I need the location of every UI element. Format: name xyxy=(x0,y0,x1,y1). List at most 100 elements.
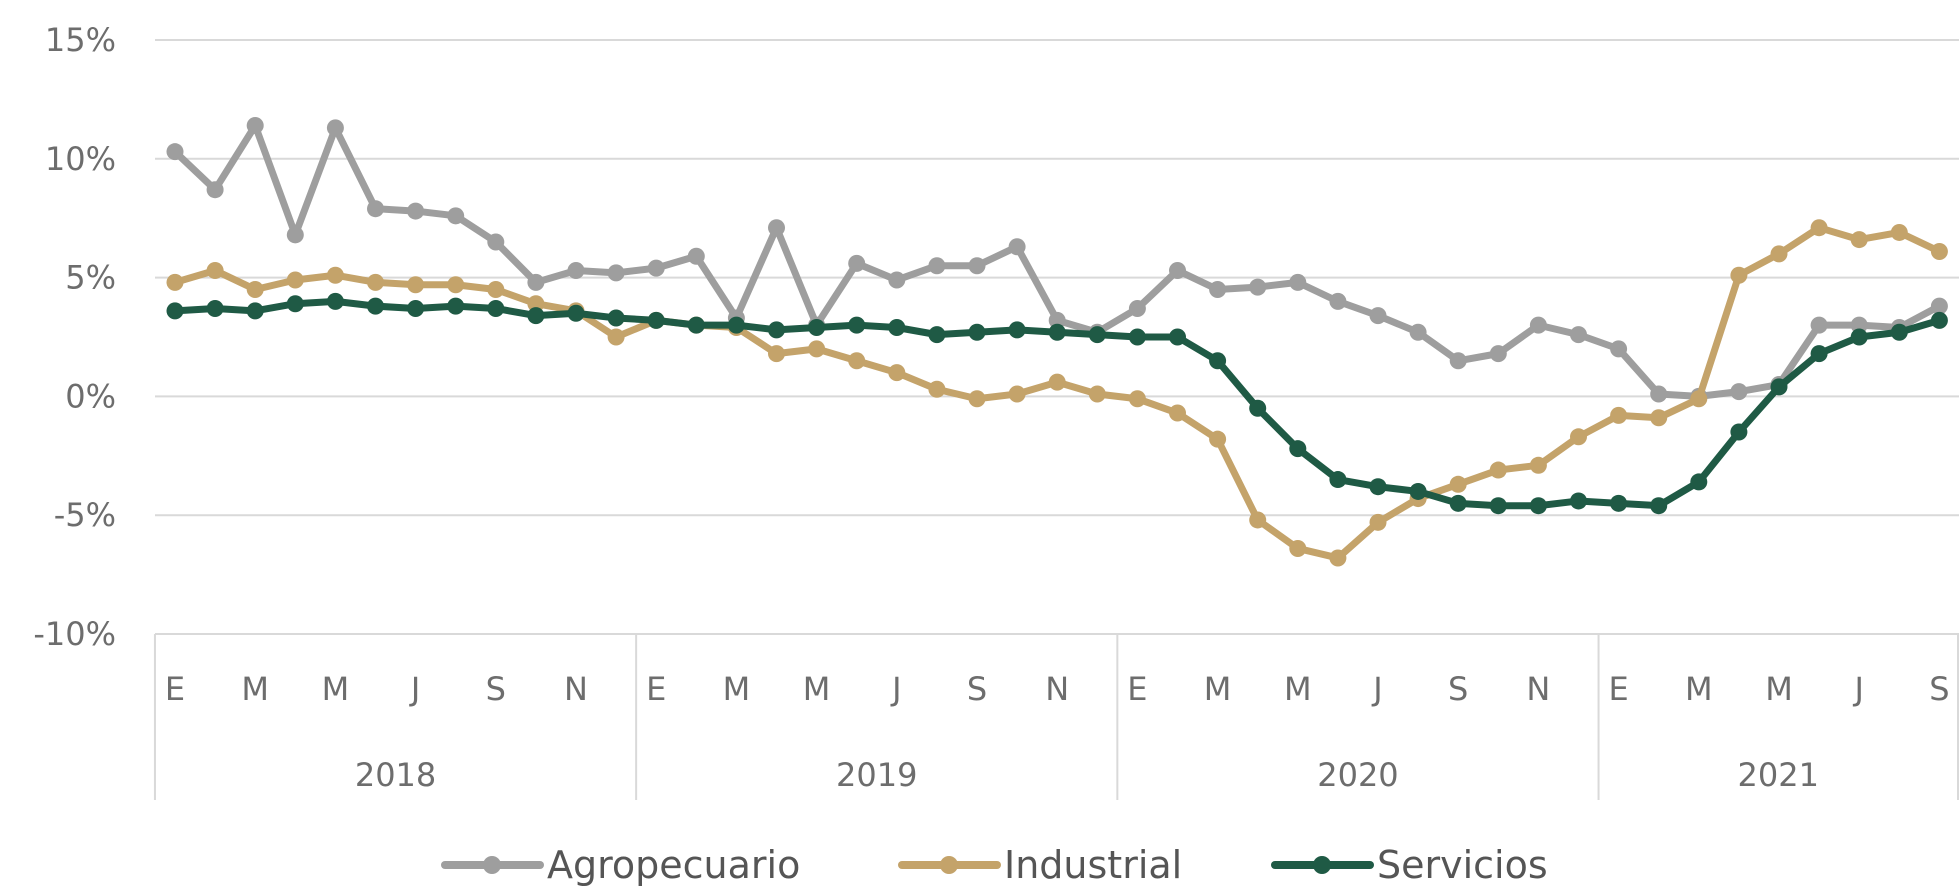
x-month-label: M xyxy=(1765,670,1793,708)
data-point xyxy=(1289,273,1307,291)
data-point xyxy=(968,323,986,341)
data-point xyxy=(848,254,866,272)
y-tick-label: -5% xyxy=(54,496,116,534)
data-point xyxy=(1289,539,1307,557)
data-point xyxy=(607,264,625,282)
series-servicios xyxy=(166,292,1948,515)
data-point xyxy=(1489,461,1507,479)
data-point xyxy=(1449,475,1467,493)
x-month-label: N xyxy=(1045,670,1069,708)
data-point xyxy=(166,143,184,161)
data-point xyxy=(447,276,465,294)
data-point xyxy=(1730,423,1748,441)
x-month-label: M xyxy=(322,670,350,708)
data-point xyxy=(848,352,866,370)
data-point xyxy=(687,247,705,265)
legend-swatch-marker xyxy=(483,856,501,874)
series-agropecuario xyxy=(166,117,1948,405)
x-month-label: N xyxy=(1526,670,1550,708)
data-point xyxy=(1008,385,1026,403)
data-point xyxy=(727,316,745,334)
data-point xyxy=(286,271,304,289)
data-point xyxy=(1850,328,1868,346)
legend-label: Agropecuario xyxy=(547,843,800,887)
data-point xyxy=(1890,323,1908,341)
data-point xyxy=(527,295,545,313)
data-point xyxy=(1249,399,1267,417)
x-year-label: 2020 xyxy=(1317,756,1398,794)
data-point xyxy=(246,280,264,298)
data-point xyxy=(1169,261,1186,279)
data-point xyxy=(607,309,625,327)
x-month-label: J xyxy=(1371,670,1382,708)
data-point xyxy=(286,226,304,244)
data-point xyxy=(1890,223,1908,241)
data-point xyxy=(1650,409,1668,427)
data-point xyxy=(1449,352,1467,370)
data-point xyxy=(1008,238,1026,256)
data-point xyxy=(1329,471,1347,489)
x-month-label: S xyxy=(1929,670,1949,708)
x-month-label: M xyxy=(1204,670,1232,708)
data-point xyxy=(1730,383,1748,401)
x-month-label: S xyxy=(486,670,506,708)
data-point xyxy=(1770,378,1788,396)
data-point xyxy=(1529,497,1547,515)
data-point xyxy=(1209,430,1227,448)
y-tick-label: 5% xyxy=(65,259,116,297)
data-point xyxy=(487,280,505,298)
data-point xyxy=(326,292,344,310)
data-point xyxy=(928,380,946,398)
data-point xyxy=(487,233,505,251)
data-point xyxy=(407,202,425,220)
data-point xyxy=(1810,316,1828,334)
x-month-label: M xyxy=(1685,670,1713,708)
data-point xyxy=(246,302,264,320)
data-point xyxy=(1730,266,1748,284)
data-point xyxy=(1570,492,1587,510)
data-point xyxy=(1610,406,1628,424)
x-month-label: M xyxy=(241,670,269,708)
data-point xyxy=(1489,345,1507,363)
data-point xyxy=(1930,311,1948,329)
data-point xyxy=(206,299,224,317)
data-point xyxy=(326,266,344,284)
data-point xyxy=(968,257,986,275)
data-point xyxy=(286,295,304,313)
data-point xyxy=(367,200,384,218)
data-point xyxy=(407,299,425,317)
data-point xyxy=(527,273,545,291)
data-point xyxy=(206,261,224,279)
data-point xyxy=(647,311,665,329)
x-year-label: 2019 xyxy=(836,756,917,794)
legend-swatch-marker xyxy=(940,856,958,874)
data-point xyxy=(1570,326,1587,344)
legend-item-industrial: Industrial xyxy=(898,843,1182,887)
x-month-label: E xyxy=(1608,670,1628,708)
data-point xyxy=(1169,328,1186,346)
legend: Agropecuario Industrial Servicios xyxy=(441,843,1548,887)
data-point xyxy=(1048,311,1066,329)
data-point xyxy=(166,273,184,291)
data-point xyxy=(1570,428,1587,446)
legend-label: Servicios xyxy=(1377,843,1548,887)
data-point xyxy=(527,307,545,325)
data-point xyxy=(1369,513,1387,531)
data-point xyxy=(808,340,826,358)
data-point xyxy=(1650,497,1668,515)
x-month-label: S xyxy=(967,670,987,708)
x-month-label: E xyxy=(1127,670,1147,708)
x-month-label: M xyxy=(803,670,831,708)
data-point xyxy=(1128,328,1146,346)
data-point xyxy=(1770,245,1788,263)
data-point xyxy=(1409,323,1427,341)
x-axis: E M M J S N 2018 E M M J S N 2019 E M M J S N 2020 E M M J S 2021 xyxy=(153,634,1959,800)
y-axis: 15% 10% 5% 0% -5% -10% xyxy=(33,21,116,653)
data-point xyxy=(1650,385,1668,403)
y-tick-label: 0% xyxy=(65,377,116,415)
data-point xyxy=(768,219,785,237)
data-point xyxy=(1489,497,1507,515)
data-point xyxy=(1369,478,1387,496)
data-point xyxy=(888,364,906,382)
